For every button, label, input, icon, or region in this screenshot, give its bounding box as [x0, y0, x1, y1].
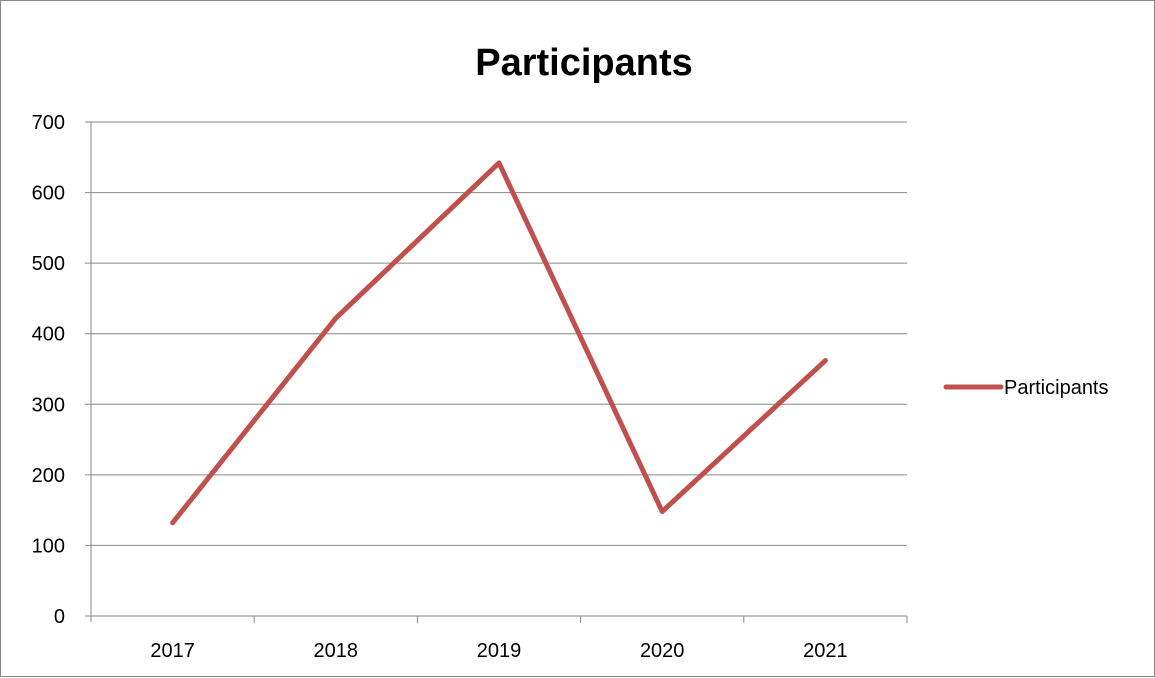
y-tick-label: 0 — [54, 606, 65, 628]
y-tick-label: 200 — [32, 465, 65, 487]
x-tick-label: 2021 — [803, 640, 848, 662]
x-tick-label: 2019 — [477, 640, 522, 662]
series-line-participants — [173, 163, 826, 523]
x-axis: 2017 2018 2019 2020 2021 — [150, 616, 907, 662]
y-tick-label: 700 — [32, 112, 65, 134]
y-axis-ticks: 0 100 200 300 400 500 600 700 — [32, 112, 65, 628]
x-tick-label: 2020 — [640, 640, 685, 662]
x-tick-label: 2018 — [314, 640, 359, 662]
y-tick-label: 300 — [32, 394, 65, 416]
x-tick-label: 2017 — [150, 640, 195, 662]
y-tick-label: 400 — [32, 324, 65, 346]
series-layer — [173, 163, 826, 523]
legend-label-participants: Participants — [1004, 377, 1109, 399]
legend: Participants — [946, 377, 1109, 399]
gridlines — [85, 122, 907, 622]
y-tick-label: 100 — [32, 535, 65, 557]
y-tick-label: 500 — [32, 253, 65, 275]
y-tick-label: 600 — [32, 183, 65, 205]
chart-title: Participants — [475, 42, 693, 84]
